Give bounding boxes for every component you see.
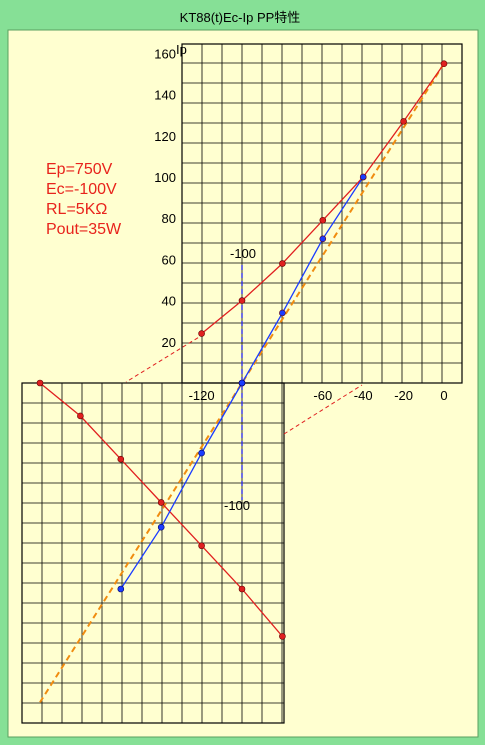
- red-dashed-extension: [283, 384, 363, 435]
- x-tick-label: -20: [394, 388, 413, 403]
- data-point: [400, 118, 407, 125]
- y-tick-label: 140: [154, 88, 176, 103]
- data-point: [440, 60, 448, 68]
- x-tick-label: -60: [313, 388, 332, 403]
- series-layer: [36, 60, 448, 703]
- y-tick-label: 40: [162, 294, 176, 309]
- data-point: [157, 499, 165, 506]
- data-point: [117, 455, 125, 463]
- y-tick-label: 80: [162, 211, 176, 226]
- data-point: [238, 379, 246, 387]
- data-point: [279, 260, 286, 267]
- data-point: [198, 542, 205, 550]
- y-tick-label: 100: [154, 170, 176, 185]
- param-ec: Ec=-100V: [46, 181, 117, 198]
- data-point: [279, 309, 286, 317]
- data-point: [36, 379, 44, 387]
- y-axis-label: Ip: [176, 42, 187, 57]
- marker-label-upper: -100: [230, 246, 256, 261]
- data-point: [117, 585, 125, 593]
- data-point: [279, 633, 286, 640]
- data-point: [238, 297, 246, 304]
- x-tick-label: -120: [189, 388, 215, 403]
- x-tick-label: 0: [440, 388, 447, 403]
- data-point: [359, 173, 367, 181]
- data-point: [77, 412, 84, 420]
- y-tick-label: 120: [154, 129, 176, 144]
- data-point: [157, 523, 165, 531]
- y-tick-label: 160: [154, 46, 176, 61]
- param-pout: Pout=35W: [46, 221, 122, 238]
- composite-orange-line: [39, 63, 445, 703]
- data-point: [319, 216, 327, 224]
- data-point: [198, 449, 205, 457]
- series-line-1: [241, 176, 364, 384]
- x-tick-label: -40: [354, 388, 373, 403]
- data-point: [319, 235, 327, 243]
- param-rl: RL=5KΩ: [46, 201, 107, 218]
- y-tick-label: 60: [162, 252, 176, 267]
- marker-label-lower: -100: [224, 498, 250, 513]
- param-ep: Ep=750V: [46, 161, 113, 178]
- params-block: Ep=750V Ec=-100V RL=5KΩ Pout=35W: [46, 161, 122, 238]
- y-tick-label: 20: [162, 335, 176, 350]
- axis-labels: 20 40 60 80 100 120 140 160 -120 -60 -40 -20 0: [154, 46, 447, 403]
- series-line-blue-mirror: [120, 382, 243, 590]
- data-point: [198, 330, 205, 337]
- chart-title: KT88(t)Ec-Ip PP特性: [180, 10, 301, 25]
- data-point: [238, 585, 246, 593]
- red-dashed-extension: [125, 333, 205, 383]
